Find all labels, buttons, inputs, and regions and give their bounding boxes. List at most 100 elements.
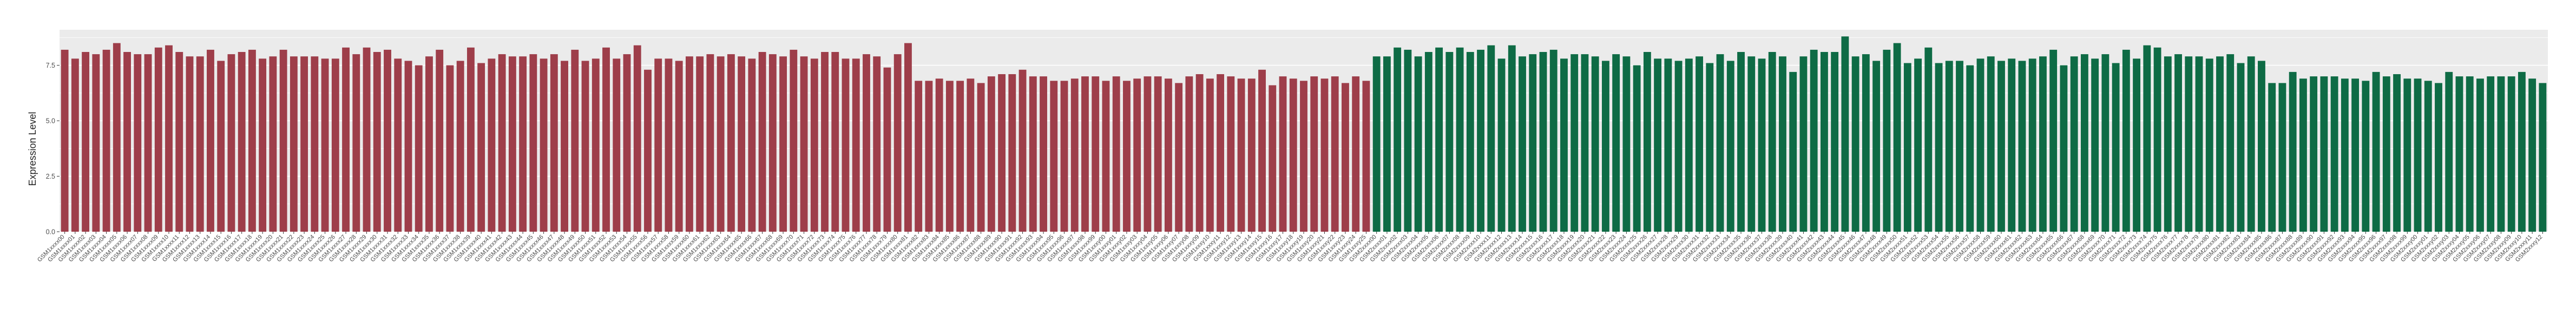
bar [2539,83,2547,232]
y-axis-ticks: 0.0 2.5 5.0 7.5 [46,62,60,236]
bar [123,51,131,232]
bar [1893,43,1901,232]
bar [1394,47,1402,232]
bar [1851,56,1859,232]
bar [1300,81,1307,232]
bar [2466,76,2474,232]
bar [1383,56,1391,232]
bar [2518,71,2526,232]
bar [602,47,610,232]
bar [321,58,329,232]
bar [1237,78,1245,232]
y-tick-label: 0.0 [46,228,55,236]
bar [1622,56,1631,232]
bar [1841,36,1849,232]
bar [2320,76,2328,232]
bar [1477,49,1484,232]
bar [1164,78,1172,232]
bar [1092,76,1100,232]
bar [2528,78,2536,232]
bar [2185,56,2193,232]
bar [446,65,454,232]
bar [1612,54,1620,232]
bar [1654,58,1662,232]
bars [61,36,2547,232]
bar [2143,45,2151,232]
bar [1424,51,1432,232]
bar [1217,74,1225,232]
bar [1768,51,1776,232]
bar [758,51,766,232]
bar [1487,45,1495,232]
bar [1737,51,1745,232]
bar [2164,56,2172,232]
bar [1601,61,1609,232]
bar [92,54,100,232]
bar [540,58,548,232]
bar [1519,56,1526,232]
bar [2382,76,2390,232]
bar [956,81,964,232]
bar [2455,76,2463,232]
bar [883,67,891,232]
bar [1185,76,1193,232]
bar [1123,81,1131,232]
bar [945,81,954,232]
bar [1372,56,1381,232]
bar [196,56,204,232]
bar [665,58,673,232]
bar [1685,58,1693,232]
bar [227,54,235,232]
bar [977,83,985,232]
bar [1362,81,1370,232]
bar [2174,54,2182,232]
bar [154,47,162,232]
bar [2393,74,2401,232]
bar [1445,51,1454,232]
bar [1987,56,1995,232]
bar [1070,78,1079,232]
bar [2049,49,2058,232]
bar [1029,76,1037,232]
bar [1706,63,1714,232]
bar [331,58,339,232]
bar [363,47,371,232]
bar [384,49,391,232]
bar [1227,76,1235,232]
bar [2341,78,2349,232]
bar [1060,81,1068,232]
bar [61,49,69,232]
bar [342,47,350,232]
bar [82,51,90,232]
bar [727,54,735,232]
bar [2080,54,2088,232]
bar [1497,58,1506,232]
bar [810,58,818,232]
bar [2091,58,2099,232]
bar [498,54,506,232]
bar [1352,76,1360,232]
bar [1810,49,1818,232]
bar [248,49,256,232]
bar [1289,78,1297,232]
bar [2289,71,2297,232]
bar [623,54,631,232]
bar [1779,56,1786,232]
y-tick-label: 7.5 [46,62,55,69]
bar [519,56,527,232]
bar [134,54,142,232]
bar [1466,51,1474,232]
bar [768,54,777,232]
bar [165,45,173,232]
bar [425,56,433,232]
bar [1758,58,1766,232]
bar [644,69,652,232]
bar [352,54,360,232]
bar [2351,78,2360,232]
bar [779,56,787,232]
bar [738,56,746,232]
bar [1508,45,1516,232]
bar [436,49,444,232]
y-tick-label: 2.5 [46,173,55,180]
